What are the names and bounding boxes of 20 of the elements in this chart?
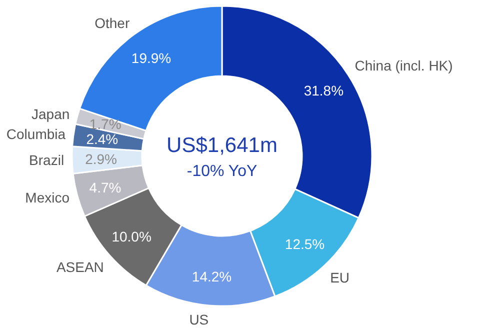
data-label: 4.7% xyxy=(89,180,122,196)
data-label: 31.8% xyxy=(304,82,344,98)
slice-label: China (incl. HK) xyxy=(354,57,453,74)
slice-label: EU xyxy=(330,269,350,286)
slice-label: ASEAN xyxy=(56,259,104,276)
slice-label: Mexico xyxy=(25,189,70,206)
slice-label: Brazil xyxy=(29,152,64,168)
data-label: 14.2% xyxy=(192,268,232,284)
data-label: 2.9% xyxy=(85,151,118,168)
text: -10% YoY xyxy=(186,163,258,180)
slice-label: Japan xyxy=(32,106,70,122)
slice-label: Other xyxy=(94,14,130,31)
data-label: 10.0% xyxy=(112,228,152,244)
slice-label: US xyxy=(189,312,209,328)
data-label: 2.4% xyxy=(86,131,118,148)
data-label: 19.9% xyxy=(131,50,172,66)
data-label: 1.7% xyxy=(89,116,122,132)
text: US$1,641m xyxy=(166,134,278,157)
slice-label: Columbia xyxy=(6,126,66,142)
data-label: 12.5% xyxy=(284,236,325,252)
